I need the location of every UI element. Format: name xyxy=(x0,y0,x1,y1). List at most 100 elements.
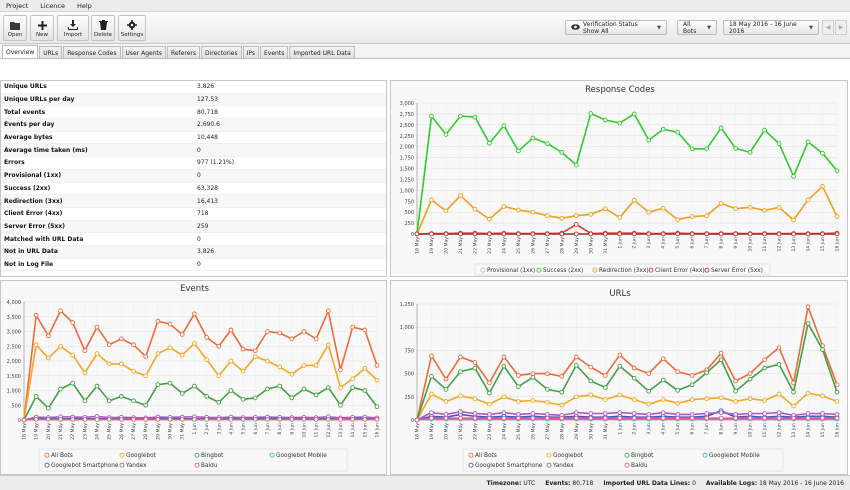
data-point xyxy=(704,146,710,152)
stat-label: Matched with URL Data xyxy=(4,235,84,243)
stat-label: Average bytes xyxy=(4,134,53,142)
data-point xyxy=(192,340,197,346)
menu-bar: Project Licence Help xyxy=(0,0,850,12)
data-point xyxy=(805,411,811,416)
timezone-label: Timezone: xyxy=(486,479,522,487)
data-point xyxy=(58,343,63,349)
data-point xyxy=(472,396,478,402)
tab-response-codes[interactable]: Response Codes xyxy=(63,46,121,59)
open-button[interactable]: Open xyxy=(3,15,27,41)
legend-swatch xyxy=(648,267,654,273)
data-point xyxy=(472,231,478,237)
data-point xyxy=(252,354,258,359)
data-point xyxy=(733,415,738,421)
date-range-select[interactable]: 18 May 2016 - 16 June 2016 ▼ xyxy=(723,20,819,35)
x-tick-label: 29 May xyxy=(574,423,580,440)
legend-entry[interactable]: Server Error (5xx) xyxy=(711,268,763,274)
legend-entry[interactable]: Googlebot Mobile xyxy=(276,453,327,459)
y-tick-label: 750 xyxy=(404,348,414,354)
tab-ips[interactable]: IPs xyxy=(242,46,259,59)
chevron-down-icon: ▼ xyxy=(707,24,711,31)
menu-project[interactable]: Project xyxy=(6,1,29,10)
x-tick-label: 2 Jun xyxy=(632,237,638,249)
legend-entry[interactable]: Bingbot xyxy=(201,453,224,459)
data-point xyxy=(131,417,136,422)
data-point xyxy=(58,386,63,392)
data-point xyxy=(573,213,579,219)
legend-swatch xyxy=(44,462,50,468)
tab-user-agents[interactable]: User Agents xyxy=(121,46,166,59)
legend-entry[interactable]: All Bots xyxy=(51,453,73,459)
legend-entry[interactable]: Yandex xyxy=(552,463,574,469)
legend-entry[interactable]: Googlebot xyxy=(126,453,157,459)
data-point xyxy=(617,410,623,415)
x-tick-label: 4 Jun xyxy=(228,423,234,435)
tab-urls[interactable]: URLs xyxy=(39,46,63,59)
data-point xyxy=(443,231,449,237)
import-button[interactable]: Import xyxy=(57,15,89,41)
legend-entry[interactable]: Provisional (1xx) xyxy=(487,268,535,274)
data-point xyxy=(429,231,434,237)
data-point xyxy=(689,146,695,152)
legend-entry[interactable]: Googlebot Smartphone xyxy=(475,463,543,469)
legend-entry[interactable]: All Bots xyxy=(475,453,497,459)
data-point xyxy=(776,205,782,210)
data-point xyxy=(374,417,380,422)
data-point xyxy=(119,336,124,342)
data-point xyxy=(119,394,124,399)
stat-value: 0 xyxy=(197,260,201,268)
data-point xyxy=(820,347,825,352)
tab-directories[interactable]: Directories xyxy=(200,46,242,59)
previous-button[interactable]: ◀ xyxy=(822,20,834,35)
x-tick-label: 13 Jun xyxy=(338,423,344,438)
legend-entry[interactable]: Googlebot Smartphone xyxy=(51,463,119,469)
legend-entry[interactable]: Success (2xx) xyxy=(543,268,583,274)
tab-overview[interactable]: Overview xyxy=(2,45,39,59)
legend-entry[interactable]: Baidu xyxy=(201,463,218,469)
settings-button[interactable]: Settings xyxy=(118,15,146,41)
y-tick-label: 1,750 xyxy=(400,156,414,162)
available-logs-status: Available Logs: 18 May 2016 - 16 June 20… xyxy=(706,480,844,487)
legend-entry[interactable]: Redirection (3xx) xyxy=(599,268,649,274)
data-point xyxy=(718,357,724,363)
tab-events[interactable]: Events xyxy=(260,46,289,59)
delete-button[interactable]: Delete xyxy=(91,15,115,41)
data-point xyxy=(265,358,270,364)
data-point xyxy=(791,217,796,223)
menu-help[interactable]: Help xyxy=(76,1,92,10)
timezone-status: Timezone: UTC xyxy=(487,480,536,487)
legend-entry[interactable]: Bingbot xyxy=(631,453,654,459)
data-point xyxy=(516,415,521,421)
legend-entry[interactable]: Googlebot xyxy=(553,453,584,459)
data-point xyxy=(374,377,380,383)
stat-value: 63,328 xyxy=(197,184,218,192)
data-point xyxy=(733,146,738,151)
stats-table: Unique URLs 3,826 Unique URLs per day 127.… xyxy=(0,80,387,277)
x-tick-label: 29 May xyxy=(574,237,580,254)
data-point xyxy=(573,415,579,421)
legend-swatch xyxy=(480,267,486,273)
data-point xyxy=(689,373,695,378)
data-point xyxy=(265,329,270,334)
data-point xyxy=(33,417,39,422)
verification-status-select[interactable]: Verification Status Show All ▼ xyxy=(565,20,667,35)
tab-referers[interactable]: Referers xyxy=(166,46,200,59)
legend-entry[interactable]: Client Error (4xx) xyxy=(655,268,705,274)
data-point xyxy=(374,363,380,368)
legend-entry[interactable]: Yandex xyxy=(125,463,147,469)
data-point xyxy=(544,387,550,392)
tab-imported-url-data[interactable]: Imported URL Data xyxy=(289,46,355,59)
series-line-all-bots xyxy=(416,303,838,421)
next-button[interactable]: ▶ xyxy=(835,20,847,35)
bots-select[interactable]: All Bots ▼ xyxy=(677,20,717,35)
data-point xyxy=(429,374,434,379)
menu-licence[interactable]: Licence xyxy=(40,1,65,10)
new-button[interactable]: New xyxy=(30,15,54,41)
legend-entry[interactable]: Baidu xyxy=(631,463,648,469)
legend-entry[interactable]: Googlebot Mobile xyxy=(709,453,760,459)
data-point xyxy=(70,380,76,386)
data-point xyxy=(747,205,753,210)
data-point xyxy=(704,231,710,237)
data-point xyxy=(805,321,811,326)
data-point xyxy=(544,141,550,146)
